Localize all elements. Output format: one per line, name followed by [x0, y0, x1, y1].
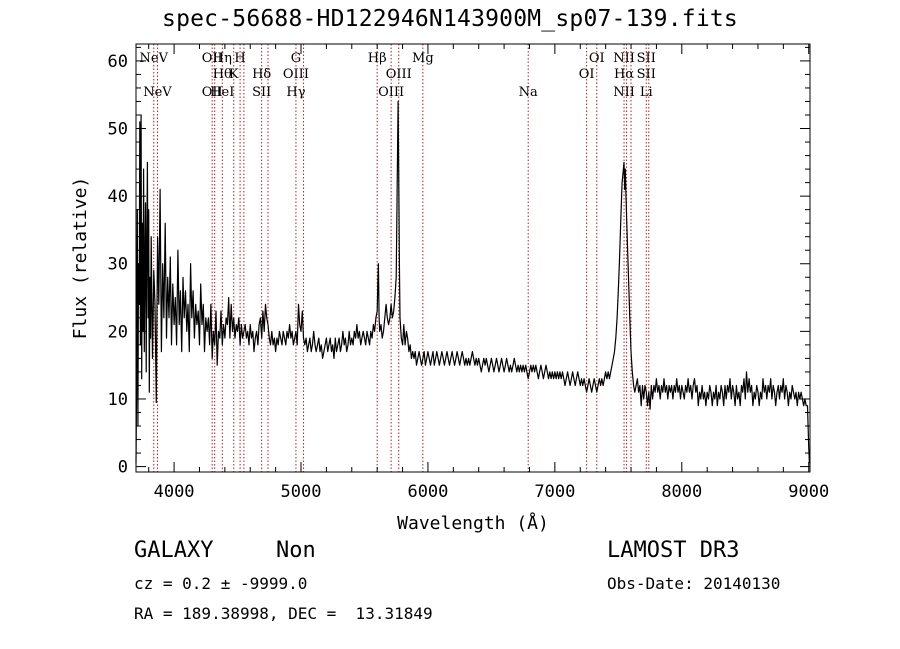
marker-label-mid-17: OI	[579, 67, 595, 82]
marker-label-top-22: SII	[637, 51, 656, 66]
marker-label-bot-4: HeI	[210, 85, 234, 100]
y-tick-label-1: 10	[108, 390, 128, 410]
marker-label-bot-19: NII	[613, 85, 635, 100]
marker-label-bot-10: Hγ	[286, 85, 305, 100]
y-tick-label-5: 50	[108, 120, 128, 140]
obs-date-line: Obs-Date: 20140130	[607, 574, 781, 593]
y-tick-label-2: 20	[108, 322, 128, 342]
x-tick-label-2: 6000	[407, 482, 448, 502]
marker-label-mid-8: Hδ	[252, 67, 271, 82]
marker-label-mid-14: OIII	[386, 67, 412, 82]
marker-label-top-15: Mg	[412, 51, 434, 66]
spectrum-layer	[135, 100, 810, 464]
marker-label-top-18: OI	[589, 51, 605, 66]
radec-line: RA = 189.38998, DEC = 13.31849	[134, 604, 433, 623]
line-markers-layer	[153, 44, 650, 472]
marker-label-bot-1: NeV	[143, 85, 172, 100]
y-tick-label-0: 0	[118, 458, 128, 478]
y-tick-label-4: 40	[108, 187, 128, 207]
marker-label-top-2: OII	[202, 51, 223, 66]
marker-label-mid-22: SII	[637, 67, 656, 82]
marker-label-top-19: NII	[613, 51, 635, 66]
marker-label-bot-8: SII	[252, 85, 271, 100]
class-label: GALAXY	[134, 538, 214, 563]
marker-label-bot-13: OIII	[378, 85, 404, 100]
axes-layer	[135, 43, 811, 473]
marker-label-mid-19: Hα	[614, 67, 634, 82]
plot-frame	[135, 43, 811, 473]
marker-label-top-0: NeV	[140, 51, 169, 66]
marker-label-bot-22: Li	[640, 85, 653, 100]
marker-label-bot-2: OII	[202, 85, 223, 100]
spectrum-line-0	[135, 100, 810, 464]
marker-label-top-12: Hβ	[368, 51, 387, 66]
marker-labels-layer: NeVNeVOIIOIIHηHθHeIKHHδSIIGOIIIHγHβOIIIO…	[140, 51, 656, 100]
ticks-layer: 4000 5000 6000 7000 8000 9000 0 10 20 30 40 50 60 Wav…	[70, 44, 829, 534]
x-tick-label-3: 7000	[534, 482, 575, 502]
marker-label-top-4: Hη	[213, 51, 232, 66]
marker-label-top-10: G	[291, 51, 301, 66]
marker-label-mid-10: OIII	[283, 67, 309, 82]
marker-label-mid-5: K	[229, 67, 239, 82]
marker-label-top-6: H	[234, 51, 245, 66]
x-tick-label-0: 4000	[154, 482, 195, 502]
x-tick-label-4: 8000	[661, 482, 702, 502]
y-tick-label-6: 60	[108, 52, 128, 72]
x-tick-label-5: 9000	[788, 482, 829, 502]
x-tick-label-1: 5000	[281, 482, 322, 502]
survey-label: LAMOST DR3	[607, 538, 740, 563]
plot-title: spec-56688-HD122946N143900M_sp07-139.fit…	[162, 6, 738, 32]
cz-line: cz = 0.2 ± -9999.0	[134, 574, 308, 593]
subclass-label: Non	[276, 538, 316, 563]
x-axis-label: Wavelength (Å)	[397, 512, 549, 534]
y-tick-label-3: 30	[108, 255, 128, 275]
marker-label-mid-4: Hθ	[213, 67, 232, 82]
y-axis-label: Flux (relative)	[70, 177, 91, 340]
marker-label-bot-16: Na	[519, 85, 538, 100]
